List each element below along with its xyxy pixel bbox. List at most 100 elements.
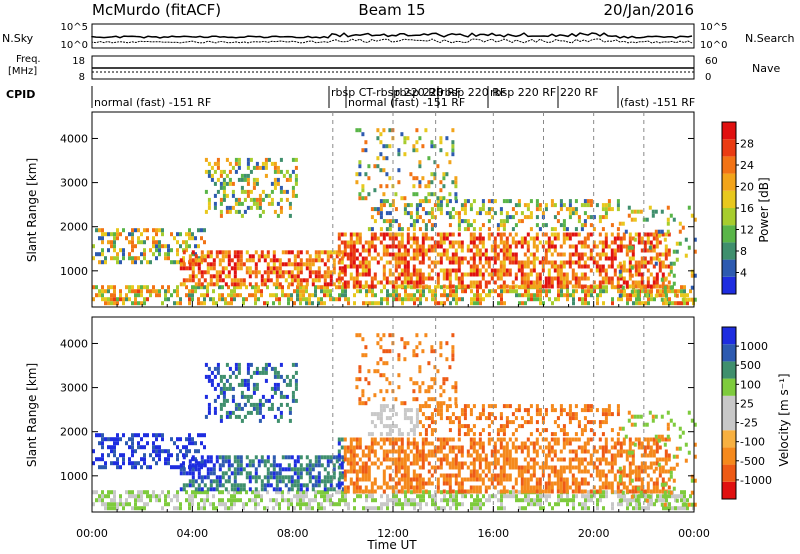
power-cell [347, 301, 350, 306]
velocity-cell [590, 498, 593, 503]
power-cell [379, 240, 383, 245]
velocity-cell [323, 490, 326, 495]
power-cell [655, 236, 659, 241]
power-cell [436, 199, 440, 204]
power-cell [505, 240, 509, 245]
velocity-cell [395, 502, 398, 507]
power-cell [95, 228, 98, 233]
power-cell [532, 240, 536, 245]
velocity-cell [281, 475, 285, 480]
power-cell [358, 260, 362, 265]
power-cell [421, 244, 425, 249]
velocity-cell [358, 369, 362, 374]
power-cell [191, 232, 194, 237]
power-cell [397, 260, 401, 265]
velocity-cell [98, 457, 101, 462]
velocity-cell [587, 490, 590, 495]
velocity-cell [550, 469, 554, 474]
power-cell [323, 262, 327, 267]
power-cell [101, 252, 104, 257]
power-cell [649, 260, 653, 265]
power-cell [497, 301, 500, 306]
velocity-cell [278, 490, 281, 495]
power-cell [652, 256, 656, 261]
power-cell [137, 236, 140, 241]
velocity-cell [275, 498, 278, 503]
velocity-cell [565, 465, 569, 470]
velocity-cell [355, 333, 359, 338]
velocity-cell [308, 463, 312, 468]
power-cell [134, 301, 137, 306]
velocity-cell [385, 449, 389, 454]
power-cell [179, 297, 182, 302]
power-cell [529, 211, 533, 216]
power-cell [665, 301, 668, 306]
power-cell [263, 301, 266, 306]
power-cell [508, 232, 512, 237]
power-cell [455, 297, 458, 302]
power-cell [530, 297, 533, 302]
power-cell [627, 205, 631, 210]
power-cell [442, 272, 446, 277]
power-cell [628, 272, 632, 277]
velocity-cell [418, 481, 422, 486]
power-cell [273, 209, 277, 214]
power-cell [269, 278, 273, 283]
power-cell [584, 297, 587, 302]
power-cell [355, 232, 359, 237]
velocity-cell [254, 506, 257, 511]
velocity-cell [479, 506, 482, 511]
power-cell [436, 164, 440, 169]
velocity-cell [424, 453, 428, 458]
power-cell [535, 272, 539, 277]
velocity-cell [418, 453, 422, 458]
velocity-cell [436, 449, 440, 454]
velocity-cell [454, 461, 458, 466]
power-cell [251, 258, 255, 263]
velocity-cell [502, 424, 506, 429]
power-cell [490, 248, 494, 253]
velocity-cell [221, 463, 225, 468]
power-cell [246, 157, 250, 162]
power-cell [580, 252, 584, 257]
power-cell [101, 293, 104, 298]
power-cell [234, 161, 238, 166]
power-cell [364, 284, 368, 289]
power-cell [463, 203, 467, 208]
power-cell [204, 157, 208, 162]
velocity-cell [293, 471, 297, 476]
velocity-cell [412, 477, 416, 482]
power-cell [101, 248, 104, 253]
velocity-cell [514, 445, 518, 450]
velocity-cell [598, 489, 602, 494]
power-cell [499, 219, 503, 224]
velocity-cell [326, 475, 330, 480]
power-cell [499, 207, 503, 212]
power-cell [407, 297, 410, 302]
velocity-cell [463, 424, 467, 429]
power-cell [587, 293, 590, 298]
velocity-cell [616, 485, 620, 490]
power-cell [616, 207, 620, 212]
power-cell [448, 199, 452, 204]
power-cell [403, 136, 407, 141]
power-cell [598, 232, 602, 237]
power-cell [445, 199, 449, 204]
velocity-cell [173, 506, 176, 511]
velocity-cell [403, 461, 407, 466]
velocity-cell [343, 473, 347, 478]
velocity-cell [203, 502, 206, 507]
velocity-cell [293, 506, 296, 511]
velocity-cell [212, 471, 216, 476]
power-cell [218, 274, 222, 279]
velocity-cell [616, 404, 620, 409]
velocity-cell [619, 469, 623, 474]
velocity-cell [479, 502, 482, 507]
power-cell [231, 181, 235, 186]
power-cell [550, 276, 554, 281]
velocity-cell [113, 453, 116, 458]
velocity-cell [502, 485, 506, 490]
velocity-cell [451, 445, 455, 450]
power-cell [574, 207, 578, 212]
power-cell [251, 254, 255, 259]
